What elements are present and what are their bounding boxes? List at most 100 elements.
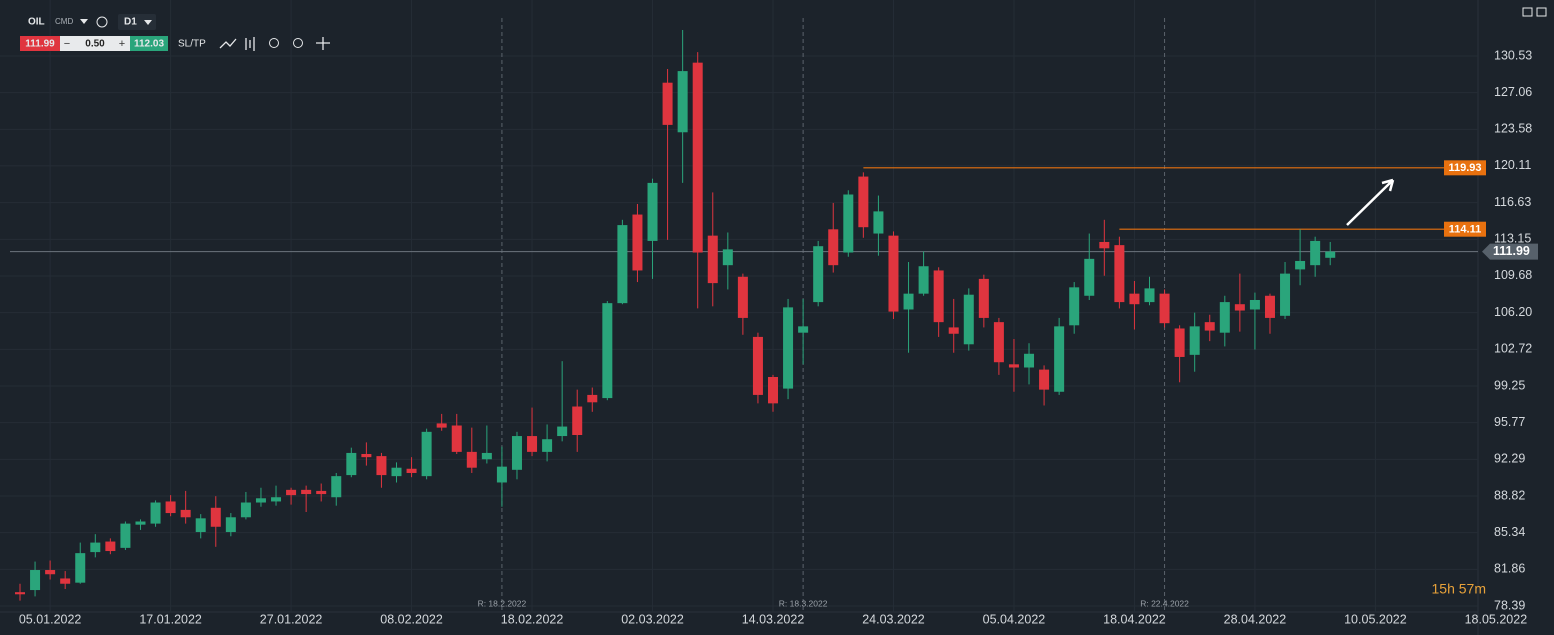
dropdown-icon[interactable] xyxy=(144,20,152,25)
candle-body xyxy=(587,394,598,403)
move-icon[interactable] xyxy=(316,37,330,50)
timeframe-box[interactable] xyxy=(118,14,156,30)
candle-body xyxy=(527,436,538,452)
level-tag-label: 119.93 xyxy=(1448,162,1481,174)
price-tag-label: 111.99 xyxy=(1493,244,1530,258)
candle-body xyxy=(496,466,507,483)
window-icon[interactable] xyxy=(1536,7,1547,17)
x-tick-label: 28.04.2022 xyxy=(1224,612,1287,626)
x-tick-label: 05.01.2022 xyxy=(19,612,82,626)
level-tag xyxy=(1444,160,1486,176)
minus[interactable]: − xyxy=(64,38,70,50)
candle-body xyxy=(1325,251,1336,258)
candle-body xyxy=(436,423,447,428)
candle-body xyxy=(376,456,387,476)
candle-body xyxy=(1249,299,1260,310)
candle-body xyxy=(677,71,688,133)
candle-body xyxy=(707,235,718,284)
candle-body xyxy=(918,266,929,294)
y-tick-label: 116.63 xyxy=(1494,195,1531,209)
candle-body xyxy=(948,327,959,334)
line-tool-icon[interactable] xyxy=(219,38,237,49)
y-tick-label: 99.25 xyxy=(1494,378,1525,392)
y-tick-label: 123.58 xyxy=(1494,122,1532,136)
y-tick-label: 127.06 xyxy=(1494,85,1532,99)
candle-body xyxy=(225,517,236,533)
zoom-out-icon[interactable] xyxy=(269,38,279,48)
candle-body xyxy=(60,578,71,584)
candle-body xyxy=(632,214,643,271)
y-tick-label: 88.82 xyxy=(1494,488,1525,502)
window-icon[interactable] xyxy=(1522,7,1533,17)
candle-body xyxy=(271,497,282,502)
x-tick-label: 05.04.2022 xyxy=(983,612,1046,626)
candle-body xyxy=(301,489,312,495)
candle-body xyxy=(240,502,251,518)
sl-tp[interactable]: SL/TP xyxy=(178,39,206,50)
candle-body xyxy=(180,509,191,518)
spread: 0.50 xyxy=(85,39,105,50)
y-tick-label: 130.53 xyxy=(1494,48,1532,62)
y-tick-label: 95.77 xyxy=(1494,415,1525,429)
spread-box xyxy=(60,36,130,51)
bid-box[interactable] xyxy=(20,36,60,51)
candle-body xyxy=(316,490,327,495)
y-tick-label: 120.11 xyxy=(1494,158,1531,172)
price-tag xyxy=(1482,243,1538,260)
grid-layer xyxy=(0,0,1479,635)
candle-body xyxy=(813,246,824,303)
candle-tool-icon[interactable] xyxy=(245,37,255,51)
ask-box[interactable] xyxy=(130,36,168,51)
candle-body xyxy=(361,453,372,458)
candle-body xyxy=(647,182,658,241)
candle-body xyxy=(903,293,914,310)
candle-body xyxy=(933,270,944,323)
candle-body xyxy=(421,431,432,477)
candle-body xyxy=(406,468,417,473)
x-tick-label: 18.05.2022 xyxy=(1465,612,1528,626)
ask[interactable]: 112.03 xyxy=(134,39,164,50)
candle-body xyxy=(1189,326,1200,355)
symbol[interactable]: OIL xyxy=(28,17,45,28)
info-icon[interactable] xyxy=(96,16,108,28)
y-tick-label: 102.72 xyxy=(1494,342,1532,356)
candle-body xyxy=(165,501,176,514)
candle-body xyxy=(120,523,131,548)
level-tag xyxy=(1444,221,1486,237)
candle-body xyxy=(843,194,854,253)
candle-body xyxy=(662,82,673,125)
zoom-in-icon[interactable] xyxy=(293,38,303,48)
candle-body xyxy=(1024,353,1035,368)
candle-body xyxy=(90,542,101,553)
candle-body xyxy=(346,452,357,476)
candle-body xyxy=(1219,302,1230,333)
x-tick-label: 18.04.2022 xyxy=(1103,612,1166,626)
timeframe[interactable]: D1 xyxy=(124,17,137,28)
candle-body xyxy=(1280,273,1291,316)
y-tick-label: 92.29 xyxy=(1494,452,1525,466)
candle-body xyxy=(466,451,477,468)
bid[interactable]: 111.99 xyxy=(25,39,55,50)
candle-body xyxy=(602,303,613,399)
candle-body xyxy=(286,489,297,496)
candle-body xyxy=(692,62,703,253)
rollover-label: R: 18.2.2022 xyxy=(478,598,527,608)
dropdown-icon[interactable] xyxy=(80,19,88,24)
plus[interactable]: + xyxy=(119,38,125,50)
timer: 15h 57m xyxy=(1432,581,1486,597)
x-tick-label: 27.01.2022 xyxy=(260,612,323,626)
candle-body xyxy=(511,436,522,470)
y-tick-label: 78.39 xyxy=(1494,598,1525,612)
candle-body xyxy=(888,235,899,312)
candle-body xyxy=(1069,287,1080,326)
y-tick-label: 81.86 xyxy=(1494,562,1525,576)
candle-body xyxy=(30,570,41,591)
candle-body xyxy=(1084,258,1095,296)
candle-body xyxy=(557,426,568,437)
candle-body xyxy=(873,211,884,234)
candle-body xyxy=(572,406,583,436)
candle-body xyxy=(1204,322,1215,331)
candle-body xyxy=(1159,293,1170,324)
